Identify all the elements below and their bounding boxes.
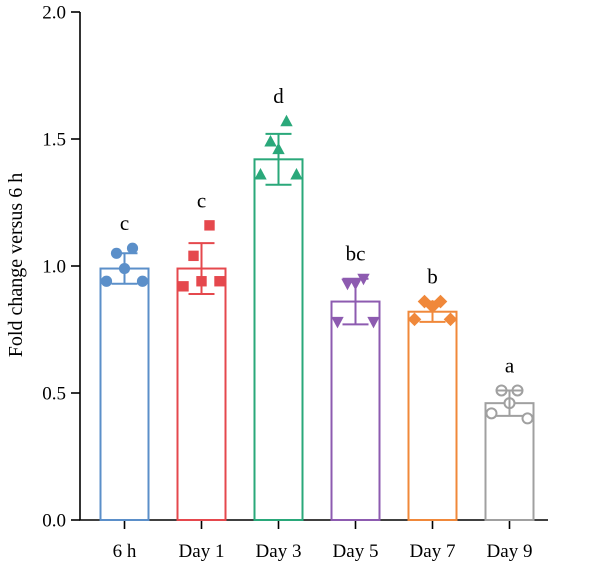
data-point [264,135,277,147]
x-tick-label: 6 h [113,541,137,562]
bar-day-3 [253,158,304,521]
data-point [100,275,113,287]
data-point [407,312,422,327]
bars [99,158,535,522]
data-point [204,220,215,231]
data-point [188,250,199,262]
error-bars [111,132,523,417]
significance-label: bc [346,242,366,266]
data-point [214,276,225,287]
data-point [136,275,149,287]
x-tick-label: Day 9 [487,541,533,562]
bar-day-1 [176,267,227,522]
significance-label: b [427,265,438,289]
y-tick-label: 0.5 [42,384,66,405]
x-tick-label: Day 5 [333,541,379,562]
data-point [290,168,303,180]
data-point [254,168,267,180]
x-axis: 6 h Day 1 Day 3 Day 5 Day 7 Day 9 [79,519,548,562]
y-tick-label: 2.0 [42,3,66,24]
data-point [485,407,498,420]
data-point [331,316,344,329]
y-tick-label: 1.5 [42,130,66,151]
y-tick-label: 1.0 [42,257,66,278]
x-tick-label: Day 3 [256,541,302,562]
bar-day-5 [330,300,381,521]
data-point [367,316,380,329]
data-points [100,114,534,425]
data-point [341,278,354,291]
significance-label: c [197,188,206,212]
x-tick-label: Day 1 [179,541,225,562]
data-point [521,412,534,425]
significance-label: c [120,211,129,235]
x-tick-label: Day 7 [410,541,456,562]
y-tick-label: 0.0 [42,511,66,532]
data-point [178,281,189,292]
data-point [443,312,458,327]
data-point [280,114,293,127]
bar-6-h [99,267,150,522]
data-point [126,242,139,254]
significance-label: d [273,84,284,108]
significance-labels: c c d bc b a [120,84,515,377]
y-axis-label: Fold change versus 6 h [5,173,27,357]
bar-day-7 [407,310,458,521]
significance-label: a [505,353,515,377]
y-axis: 0.0 0.5 1.0 1.5 2.0 [42,3,81,532]
